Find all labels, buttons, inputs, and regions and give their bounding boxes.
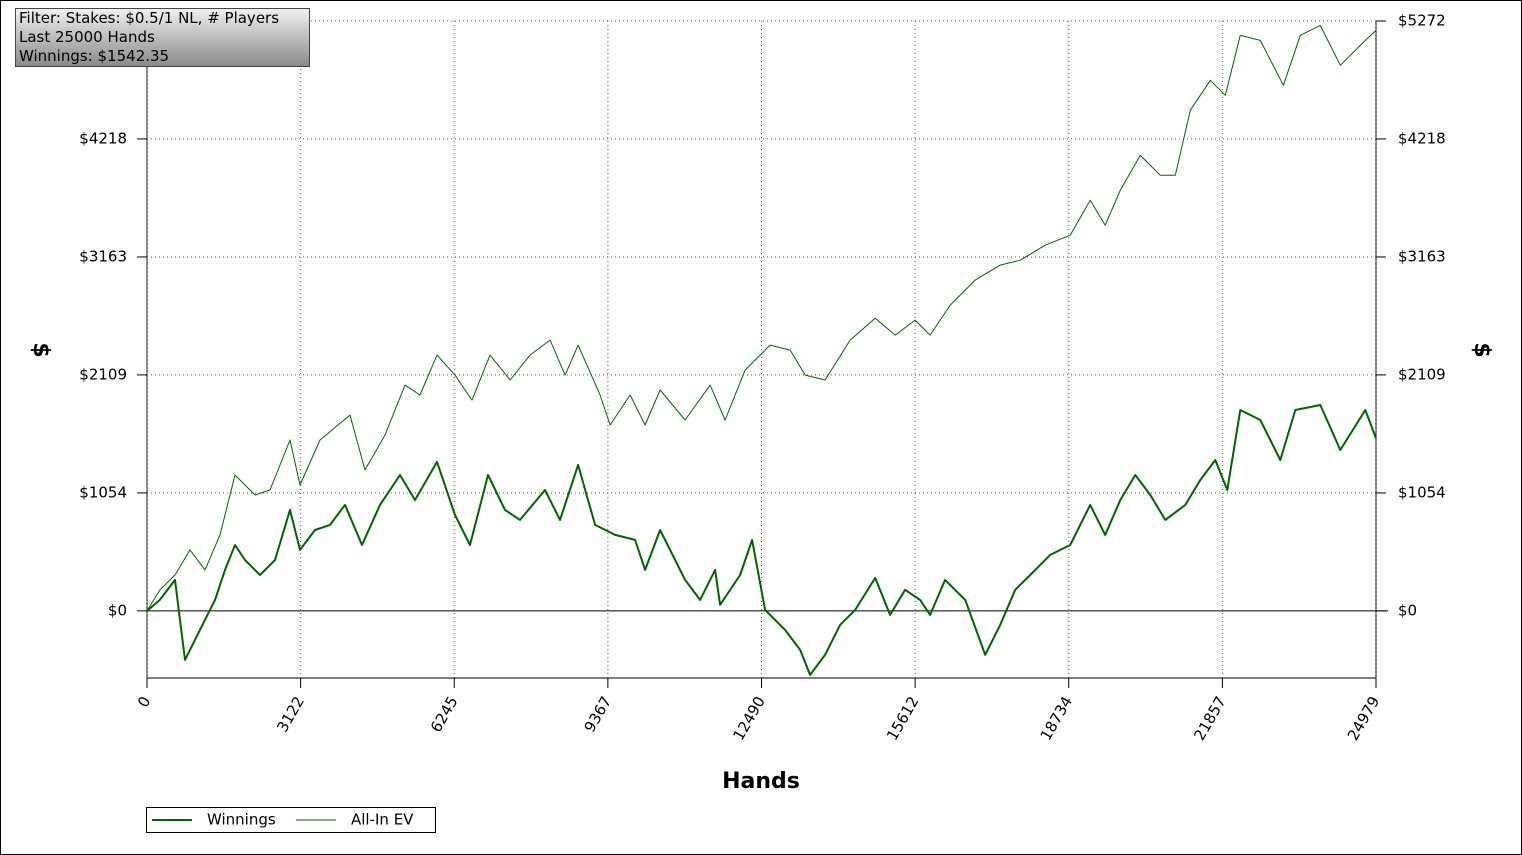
y-axis-title: $ (28, 342, 53, 357)
y-tick-label: $3163 (79, 247, 127, 265)
filter-text: Filter: Stakes: $0.5/1 NL, # Players (19, 9, 280, 27)
y2-tick-label: $0 (1398, 601, 1417, 619)
x-axis-title: Hands (722, 769, 800, 794)
y2-tick-label: $5272 (1398, 12, 1446, 30)
x-tick-label: 3122 (273, 693, 308, 735)
x-tick-label: 15612 (883, 693, 922, 743)
y2-axis-title: $ (1469, 342, 1494, 357)
y-tick-label: $4218 (79, 129, 127, 147)
legend-label: All-In EV (351, 811, 414, 829)
y-tick-label: $1054 (79, 483, 127, 501)
x-tick-label: 24979 (1344, 693, 1383, 743)
x-tick-label: 21857 (1190, 693, 1229, 743)
y2-tick-label: $4218 (1398, 129, 1446, 147)
y2-tick-label: $1054 (1398, 483, 1446, 501)
x-tick-label: 18734 (1037, 693, 1076, 743)
legend-box (146, 807, 436, 833)
series-line (146, 404, 1377, 676)
series-line (146, 24, 1377, 612)
filter-box: Filter: Stakes: $0.5/1 NL, # Players Las… (15, 8, 310, 67)
y2-tick-label: $2109 (1398, 365, 1446, 383)
y2-tick-label: $3163 (1398, 247, 1446, 265)
x-tick-label: 6245 (427, 693, 462, 735)
filter-text: Winnings: $1542.35 (19, 47, 170, 65)
x-tick-label: 9367 (581, 693, 616, 735)
legend-label: Winnings (207, 811, 276, 829)
y-tick-label: $0 (108, 601, 127, 619)
x-tick-label: 12490 (729, 693, 768, 743)
filter-text: Last 25000 Hands (19, 28, 155, 46)
y-tick-label: $2109 (79, 365, 127, 383)
x-tick-label: 0 (134, 693, 154, 710)
